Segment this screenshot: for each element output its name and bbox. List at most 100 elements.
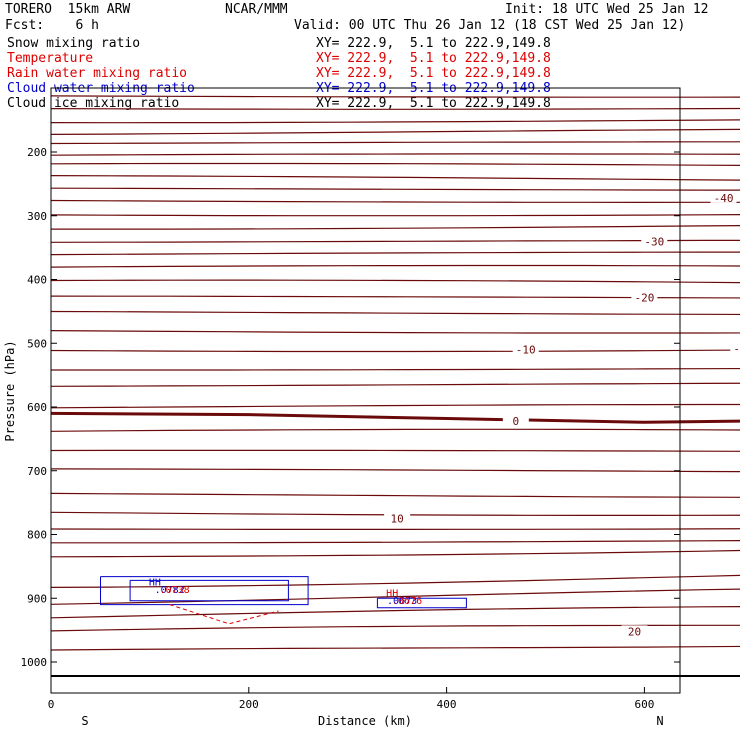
isotherm-label: -10 [516,344,536,357]
isotherm-label: -10 [733,342,740,355]
isotherm [50,214,740,217]
isotherm [50,528,740,530]
isotherm [50,549,740,558]
y-axis-title: Pressure (hPa) [3,340,17,441]
isotherm [50,449,740,452]
isotherm-label-bg [512,343,539,355]
isotherm-label: 20 [628,625,641,638]
moisture-label: HH [149,578,161,589]
xy-temperature: XY= 222.9, 5.1 to 222.9,149.8 [316,51,551,66]
isotherm [50,468,740,473]
isotherm [50,624,740,632]
x-tick-label: 600 [634,698,654,711]
isotherm-label-bg [631,291,658,303]
isotherm [50,295,740,299]
isotherm-label-bg [384,512,411,524]
cloud-water-contour [100,576,309,606]
terrain-line [51,675,740,677]
isotherm [50,175,740,181]
isotherm-label-group: -60-50-40-40-40-30-30-30-20-20-20-10-10-… [384,191,740,638]
isotherm-lines [50,95,740,651]
isotherm [50,382,740,387]
isotherm [51,224,740,230]
forecast-hour: Fcst: 6 h [5,18,99,33]
legend-temperature: Temperature [7,51,94,66]
isotherm [50,588,740,605]
moisture-label: .0676 [392,596,422,607]
y-tick-label: 900 [27,592,47,605]
moisture-label: .0738 [160,585,190,596]
y-tick-label: 1000 [21,656,48,669]
isotherm-label-bg [730,342,740,354]
org-label: NCAR/MMM [225,2,288,17]
moisture-label: .0782 [155,585,185,596]
moisture-contours [100,576,467,625]
isotherm [50,264,740,268]
moisture-label: .0673 [387,596,417,607]
isotherm [50,128,740,135]
isotherm [50,492,740,498]
x-axis-left-end: S [81,714,88,728]
isotherm [50,310,740,316]
valid-time: Valid: 00 UTC Thu 26 Jan 12 (18 CST Wed … [294,18,686,33]
isotherm [50,107,740,110]
isotherm [50,574,740,588]
x-tick-label: 0 [48,698,55,711]
xy-cloud-water: XY= 222.9, 5.1 to 222.9,149.8 [316,81,551,96]
isotherm [50,645,740,651]
isotherm [50,141,740,145]
isotherm [50,428,740,432]
y-tick-label: 800 [27,529,47,542]
isotherm-zero [50,411,740,424]
legend-cloud-ice: Cloud ice mixing ratio [7,96,180,111]
freezing-line [50,411,740,424]
isotherm-label: 0 [513,415,520,428]
isotherm-label-bg [502,415,529,427]
isotherm-label: -20 [634,291,654,304]
isotherm [50,187,740,191]
isotherm-label: 10 [391,513,404,526]
isotherm [50,606,740,619]
y-tick-label: 300 [27,210,47,223]
isotherm [51,367,740,371]
moisture-label: HH [386,588,398,599]
isotherm [50,279,740,284]
terrain [51,675,740,677]
isotherm-label: -30 [644,235,664,248]
xy-snow: XY= 222.9, 5.1 to 222.9,149.8 [316,36,551,51]
y-tick-label: 200 [27,146,47,159]
legend-rain: Rain water mixing ratio [7,66,188,81]
x-axis-right-end: N [656,714,663,728]
axes: 0200400600800100012001400160018002000200… [21,146,680,711]
isotherm-label-bg [710,191,737,203]
isotherm [50,162,740,166]
isotherm [50,199,740,204]
isotherm [50,403,740,409]
cloud-water-contour [376,597,467,609]
isotherm-label-bg [641,235,668,247]
legend-snow: Snow mixing ratio [7,36,141,51]
model-title: TORERO 15km ARW [5,2,131,17]
isotherm-label: -40 [714,192,734,205]
x-tick-label: 400 [437,698,457,711]
y-tick-label: 500 [27,337,47,350]
init-time: Init: 18 UTC Wed 25 Jan 12 [505,2,709,17]
x-tick-label: 200 [239,698,259,711]
cloud-water-contour [129,579,289,602]
xy-rain: XY= 222.9, 5.1 to 222.9,149.8 [316,66,551,81]
isotherm [50,251,740,256]
y-tick-label: 400 [27,274,47,287]
isotherm [51,540,740,544]
xy-cloud-ice: XY= 222.9, 5.1 to 222.9,149.8 [316,96,551,111]
isotherm [50,239,740,243]
isotherm-label-bg [621,625,648,637]
isotherm [50,349,740,353]
x-axis-title: Distance (km) [318,714,412,728]
plot-frame [50,87,681,694]
y-tick-label: 600 [27,401,47,414]
isotherm [50,153,740,156]
isotherm [50,330,740,334]
y-tick-label: 700 [27,465,47,478]
